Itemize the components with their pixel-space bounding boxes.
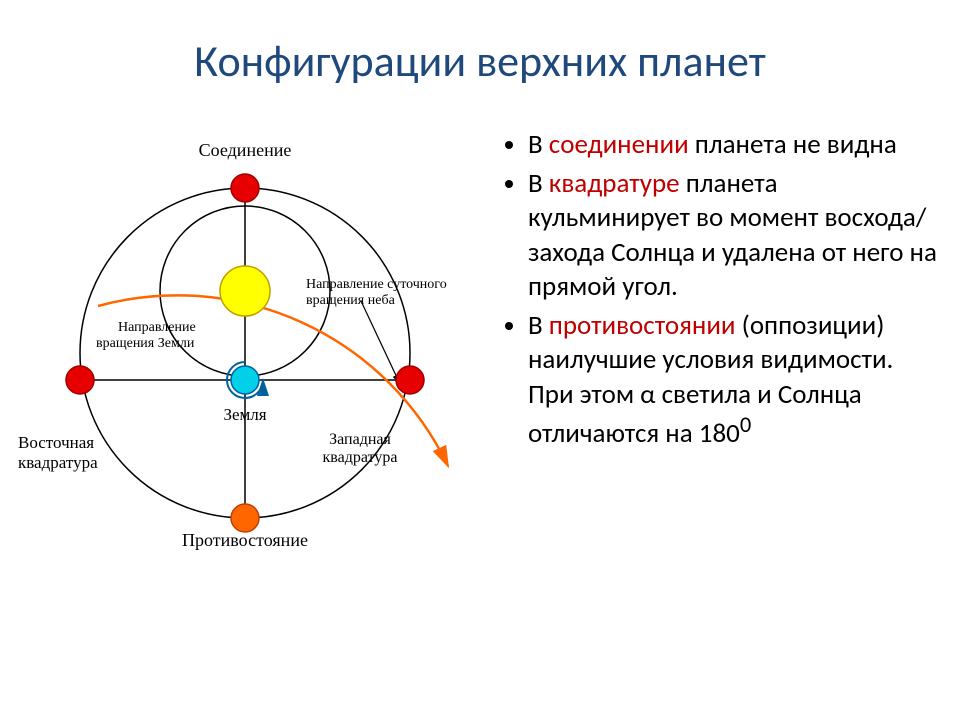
bullet-highlight: соединении	[549, 128, 689, 161]
label-rot1: Направление	[118, 320, 196, 335]
label-conj: Соединение	[199, 140, 292, 160]
label-east2: квадратура	[18, 453, 98, 472]
config-diagram: СоединениеВосточнаяквадратураЗападнаяква…	[18, 126, 472, 580]
label-cel1: Направление суточного	[306, 277, 447, 292]
bullet-highlight: противостоянии	[549, 309, 736, 342]
label-east1: Восточная	[18, 433, 94, 452]
label-cel2: вращения неба	[306, 293, 396, 308]
planet-west	[396, 366, 424, 394]
bullet-post: планета не видна	[689, 128, 897, 161]
diagram-svg: СоединениеВосточнаяквадратураЗападнаяква…	[18, 126, 472, 580]
bullet-pre: В	[528, 128, 549, 161]
bullet-item: В квадратуре планета кульминирует во мом…	[528, 167, 940, 305]
bullet-list: В соединении планета не виднаВ квадратур…	[500, 128, 940, 456]
label-west2: квадратура	[323, 449, 398, 466]
planet-east	[66, 366, 94, 394]
label-west1: Западная	[329, 431, 391, 448]
bullet-item: В соединении планета не видна	[528, 128, 940, 163]
label-rot2: вращения Земли	[96, 336, 195, 351]
bullet-pre: В	[528, 167, 549, 200]
sun-icon	[220, 266, 270, 316]
planet-conj	[231, 174, 259, 202]
label-opp: Противостояние	[182, 530, 308, 550]
slide: Конфигурации верхних планет Соединение Во…	[0, 0, 960, 720]
planet-opp	[231, 504, 259, 532]
bullet-ul: В соединении планета не виднаВ квадратур…	[500, 128, 940, 452]
bullet-item: В противостоянии (оппозиции) наилучшие у…	[528, 309, 940, 452]
bullet-sup: 0	[740, 412, 751, 439]
earth-icon	[231, 366, 259, 394]
page-title: Конфигурации верхних планет	[0, 34, 960, 88]
celestial-label-arrow	[361, 301, 400, 384]
bullet-highlight: квадратуре	[549, 167, 680, 200]
label-earth: Земля	[223, 405, 266, 424]
bullet-pre: В	[528, 309, 549, 342]
